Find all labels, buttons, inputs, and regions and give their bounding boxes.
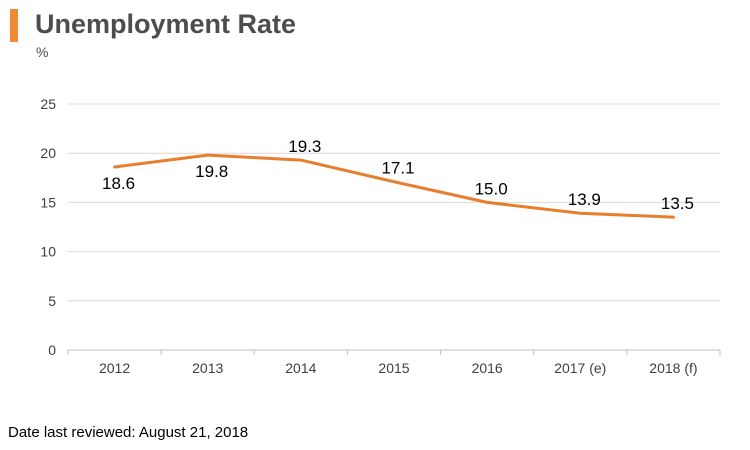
data-label: 17.1 — [381, 159, 414, 178]
data-label: 13.9 — [568, 190, 601, 209]
x-axis-ticks: 2012 2013 2014 2015 2016 2017 (e) 2018 (f) — [67, 350, 721, 376]
data-label: 19.3 — [288, 137, 321, 156]
data-label: 18.6 — [102, 174, 135, 193]
title-accent-bar — [10, 9, 18, 42]
y-tick-label: 10 — [40, 244, 56, 260]
x-tick-label: 2017 (e) — [554, 360, 606, 376]
series-layer — [113, 153, 675, 219]
series-line — [113, 153, 675, 219]
y-axis-unit: % — [36, 44, 49, 60]
date-last-reviewed: Date last reviewed: August 21, 2018 — [8, 424, 249, 441]
y-tick-label: 25 — [40, 96, 56, 112]
y-tick-label: 0 — [48, 342, 56, 358]
chart-title: Unemployment Rate — [35, 9, 297, 39]
data-label: 15.0 — [475, 179, 508, 198]
gridlines — [68, 103, 720, 351]
x-tick-label: 2016 — [472, 360, 503, 376]
x-tick-label: 2013 — [192, 360, 223, 376]
data-label: 13.5 — [661, 194, 694, 213]
x-tick-label: 2014 — [285, 360, 316, 376]
x-tick-label: 2018 (f) — [649, 360, 697, 376]
y-tick-label: 15 — [40, 194, 56, 210]
x-tick-label: 2012 — [99, 360, 130, 376]
data-labels: 18.6 19.8 19.3 17.1 15.0 13.9 13.5 — [102, 137, 694, 213]
y-tick-label: 20 — [40, 145, 56, 161]
data-label: 19.8 — [195, 162, 228, 181]
y-axis-ticks: 0 5 10 15 20 25 — [40, 96, 56, 358]
x-tick-label: 2015 — [378, 360, 409, 376]
y-tick-label: 5 — [48, 293, 56, 309]
